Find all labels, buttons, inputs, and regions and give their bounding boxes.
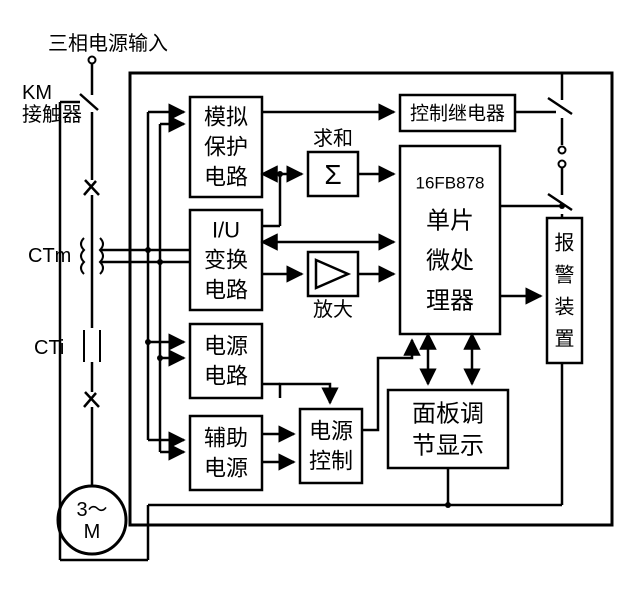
bus-lines [100,112,190,452]
block-mcu-line2: 微处 [426,247,474,274]
block-iu-line0: I/U [212,218,240,243]
block-alarm-line1: 警 [555,264,575,287]
label-sum: 求和 [313,127,353,150]
label-amp: 放大 [313,298,353,321]
block-iu-line2: 电路 [204,278,248,303]
block-analog-line1: 保护 [204,135,248,160]
block-alarm-line0: 报 [555,232,575,255]
block-mcu-line0: 16FB878 [416,173,485,192]
block-mcu-line1: 单片 [426,207,474,234]
motor-l2: M [84,521,101,543]
block-pwrctl-line0: 电源 [309,419,353,444]
block-panel-line1: 节显示 [412,432,484,459]
block-analog-line2: 电路 [204,165,248,190]
motor-l1: 3～ [76,499,107,521]
wire-pwr-pc [280,384,330,403]
block-pwrctl-line1: 控制 [309,449,353,474]
block-aux-line1: 电源 [204,456,248,481]
block-pwr-line1: 电路 [204,364,248,389]
block-alarm-line2: 装 [555,296,575,319]
label-ctm: CTm [28,245,71,267]
label-input: 三相电源输入 [48,32,168,55]
right-contacts [540,73,572,218]
block-sum-line0: Σ [324,159,341,190]
block-aux-line0: 辅助 [204,426,248,451]
block-relay-line0: 控制继电器 [410,103,505,125]
label-km1: KM [22,82,52,104]
block-pwr-line0: 电源 [204,334,248,359]
block-panel-line0: 面板调 [412,400,484,427]
block-analog-line0: 模拟 [204,105,248,130]
block-alarm-line3: 置 [555,329,575,351]
block-mcu-line3: 理器 [426,287,474,314]
label-km2: 接触器 [22,103,82,126]
block-iu-line1: 变换 [204,248,248,273]
